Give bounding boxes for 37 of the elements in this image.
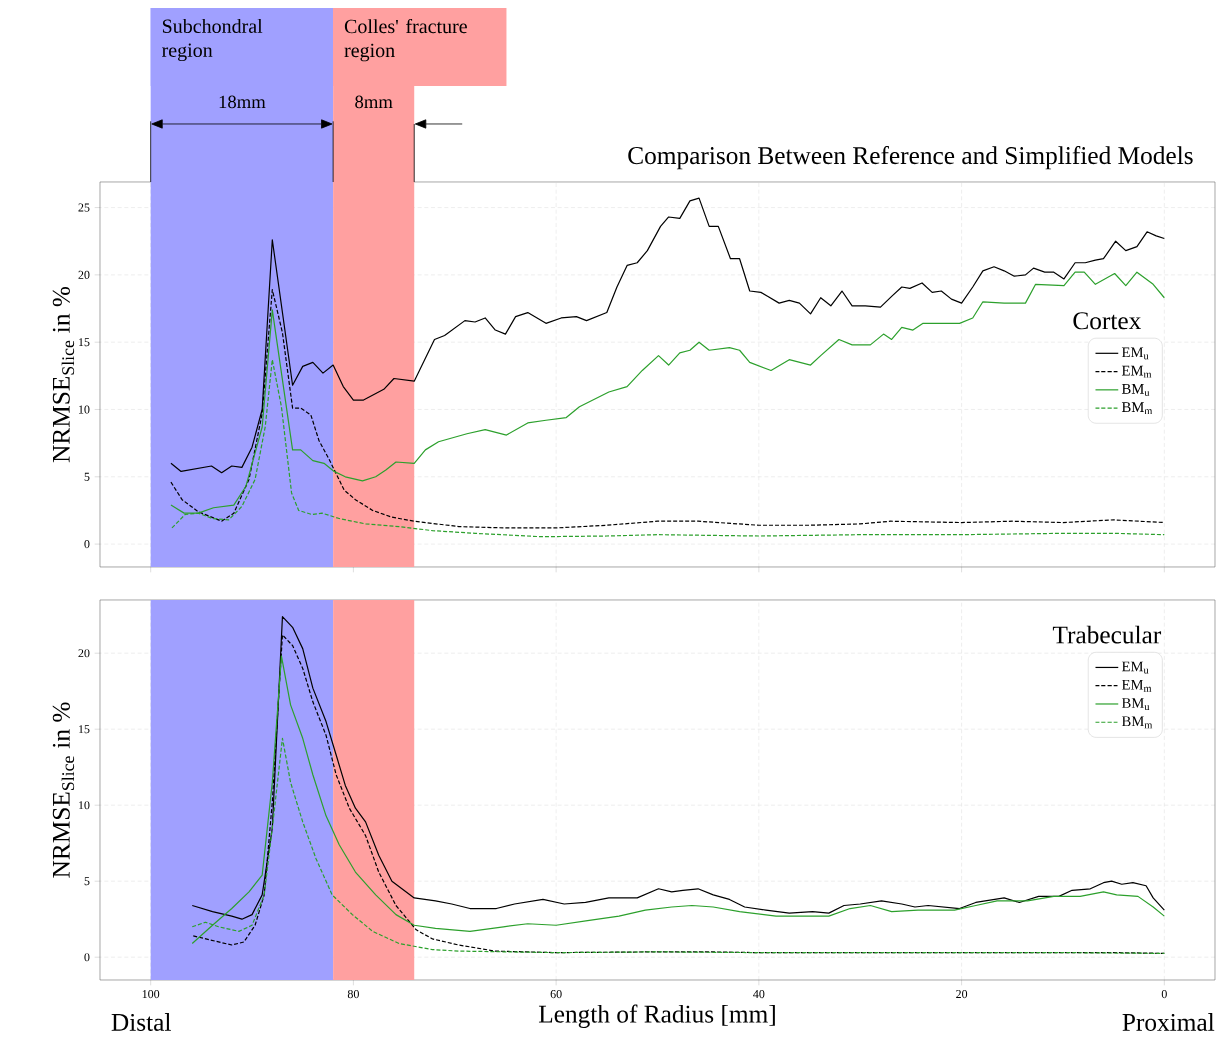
legend-title: Cortex [1073,312,1142,330]
y-axis-title: NRMSE$_{Slice}$ in % [52,286,75,463]
text: Distal [111,1013,171,1031]
text: 8mm [355,95,393,109]
y-tick-label: 5 [84,472,90,481]
y-tick-label: 10 [78,801,90,810]
y-tick-label: 0 [84,953,90,962]
y-axis-title: NRMSE$_{Slice}$ in % [52,702,75,878]
text: Proximal [1122,1013,1215,1031]
band-label: Subchondral region [162,18,263,62]
legend-label: EM$_{u}$ [1121,347,1149,360]
y-tick-label: 15 [78,338,90,347]
x-tick-label: 40 [753,990,765,999]
legend-label: BM$_{u}$ [1121,698,1150,711]
band-label: Colles' fracture region [344,18,467,62]
x-tick-label: 80 [347,990,359,999]
y-tick-label: 5 [84,877,90,886]
x-tick-label: 60 [550,990,562,999]
legend-label: BM$_{m}$ [1121,716,1153,729]
x-tick-label: 0 [1161,990,1167,999]
x-axis-title: Length of Radius [mm] [538,1004,775,1028]
legend-label: EM$_{m}$ [1121,679,1152,692]
legend-label: BM$_{m}$ [1121,402,1153,415]
y-tick-label: 10 [78,405,90,414]
y-tick-label: 0 [84,540,90,549]
x-tick-label: 20 [956,990,968,999]
y-tick-label: 25 [78,203,90,212]
legend-label: EM$_{m}$ [1121,365,1152,378]
legend-label: EM$_{u}$ [1121,661,1149,674]
y-tick-label: 20 [78,270,90,279]
y-tick-label: 20 [78,649,90,658]
chart-title: Comparison Between Reference and Simplified Models [628,146,1193,170]
x-tick-label: 100 [142,990,160,999]
legend-title: Trabecular [1052,625,1162,644]
y-tick-label: 15 [78,725,90,734]
legend-label: BM$_{u}$ [1121,384,1150,396]
text: 18mm [219,95,266,109]
